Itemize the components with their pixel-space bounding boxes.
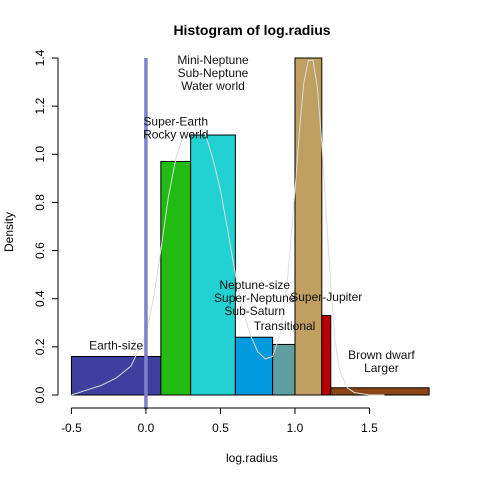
x-axis: -0.5 0.0 0.5 1.0 1.5	[61, 407, 378, 435]
chart-title: Histogram of log.radius	[173, 22, 330, 38]
histogram-bar-2	[160, 161, 192, 396]
x-tick-label-5: 1.5	[361, 421, 378, 435]
x-tick-label-3: 0.5	[212, 421, 229, 435]
y-axis: 0.0 0.2 0.4 0.6 0.8 1.0 1.2 1.4	[33, 49, 59, 403]
annotation-7-line-2: Larger	[364, 361, 399, 375]
y-tick-label-5: 0.8	[33, 194, 47, 211]
y-tick-label-8: 1.4	[33, 49, 47, 66]
histogram-bar-7	[321, 315, 332, 396]
y-axis-label: Density	[2, 212, 16, 252]
y-tick-label-7: 1.2	[33, 97, 47, 114]
y-tick-label-4: 0.6	[33, 242, 47, 259]
annotation-5-line-1: Transitional	[254, 319, 316, 333]
histogram-bar-5	[272, 343, 296, 396]
histogram-bar-4	[234, 336, 274, 396]
annotation-4-line-1: Neptune-size	[219, 278, 290, 292]
y-tick-label-2: 0.2	[33, 338, 47, 355]
density-curve-group	[71, 59, 385, 396]
x-tick-label-4: 1.0	[287, 421, 304, 435]
annotation-6-line-1: Super-Jupiter	[290, 290, 362, 304]
annotation-8-line-1: Gas giant	[284, 40, 336, 54]
annotation-4-line-3: Sub-Saturn	[224, 304, 285, 318]
x-axis-label: log.radius	[226, 451, 278, 465]
density-curve	[71, 59, 385, 396]
annotation-3-line-4: Water world	[181, 79, 245, 93]
annotation-4-line-2: Super-Neptune	[214, 291, 296, 305]
x-tick-label-2: 0.0	[138, 421, 155, 435]
annotation-1-line-1: Earth-size	[89, 338, 143, 352]
histogram-bar-6	[294, 57, 323, 396]
annotation-3-line-2: Mini-Neptune	[177, 53, 249, 67]
annotation-2-line-2: Rocky world	[143, 127, 208, 141]
y-tick-label-1: 0.0	[33, 386, 47, 403]
annotation-3-line-3: Sub-Neptune	[178, 66, 249, 80]
histogram-bar-3	[190, 134, 236, 396]
annotation-2-line-1: Super-Earth	[143, 114, 208, 128]
x-tick-label-1: -0.5	[61, 421, 82, 435]
y-tick-label-3: 0.4	[33, 290, 47, 307]
histogram-bar-8	[330, 387, 430, 396]
histogram-bars	[70, 57, 430, 396]
y-tick-label-6: 1.0	[33, 146, 47, 163]
annotation-7-line-1: Brown dwarf	[348, 348, 415, 362]
annotation-3-line-1: Mega-Earth	[182, 40, 245, 54]
